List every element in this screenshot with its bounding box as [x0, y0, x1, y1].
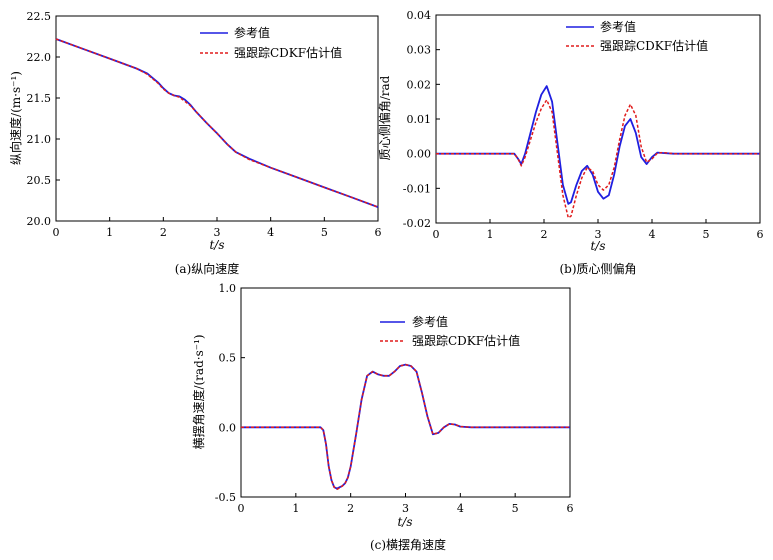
- panel-c-frame: [240, 287, 571, 498]
- y-tick-label: 0.01: [407, 113, 432, 126]
- panel-a-ylabel: 纵向速度/(m·s⁻¹): [8, 71, 23, 165]
- x-tick-label: 2: [347, 502, 354, 515]
- x-tick-label: 6: [757, 228, 764, 241]
- series-line-estimate: [436, 99, 760, 219]
- y-tick-label: -0.5: [215, 491, 236, 504]
- y-tick-label: 0.0: [219, 421, 237, 434]
- x-tick-label: 6: [567, 502, 574, 515]
- x-tick-label: 4: [649, 228, 656, 241]
- legend-a-label-estimate: 强跟踪CDKF估计值: [234, 45, 342, 60]
- panel-b-plot: [436, 85, 760, 219]
- panel-c-ylabel: 横摆角速度/(rad·s⁻¹): [191, 334, 206, 449]
- x-tick-label: 0: [53, 226, 60, 239]
- series-line-reference: [55, 38, 379, 208]
- x-tick-label: 0: [433, 228, 440, 241]
- y-tick-label: 22.5: [27, 10, 52, 23]
- panel-a-plot: [55, 38, 379, 208]
- y-tick-label: -0.02: [403, 217, 431, 230]
- panel-c-xlabel: t/s: [397, 515, 412, 529]
- x-tick-label: 3: [214, 226, 221, 239]
- panel-a: 0 1 2 3 4 5 6 20.0 20.5 21.0 21.5 22.0 22.5 t/s 纵向速度…: [8, 10, 382, 276]
- panel-c-ticks: 0 1 2 3 4 5 6 -0.5 0.0 0.5 1.0: [215, 282, 574, 515]
- panel-c: 0 1 2 3 4 5 6 -0.5 0.0 0.5 1.0 t/s 横摆角速度/(rad·s⁻¹)…: [191, 282, 574, 552]
- x-tick-label: 3: [595, 228, 602, 241]
- y-tick-label: 20.0: [27, 215, 52, 228]
- y-tick-label: 21.0: [27, 133, 52, 146]
- legend-c-label-reference: 参考值: [412, 314, 448, 329]
- x-tick-label: 5: [321, 226, 328, 239]
- legend-c-label-estimate: 强跟踪CDKF估计值: [412, 333, 520, 348]
- y-tick-label: 0.5: [219, 352, 237, 365]
- y-tick-label: 21.5: [27, 92, 52, 105]
- series-line-reference: [436, 85, 760, 205]
- y-tick-label: 0.03: [407, 44, 432, 57]
- x-tick-label: 2: [541, 228, 548, 241]
- y-tick-label: 0.04: [407, 9, 432, 22]
- x-tick-label: 5: [703, 228, 710, 241]
- y-tick-label: 1.0: [219, 282, 237, 295]
- y-tick-label: 0.02: [407, 78, 432, 91]
- panel-a-xlabel: t/s: [209, 238, 224, 252]
- legend-b-label-reference: 参考值: [600, 19, 636, 34]
- legend-b-label-estimate: 强跟踪CDKF估计值: [600, 38, 708, 53]
- y-tick-label: 0.00: [407, 148, 432, 161]
- y-tick-label: 20.5: [27, 174, 52, 187]
- panel-a-caption: (a)纵向速度: [175, 261, 240, 276]
- y-tick-label: -0.01: [403, 182, 431, 195]
- panel-c-caption: (c)横摆角速度: [370, 537, 446, 552]
- panel-b-ylabel: 质心侧偏角/rad: [377, 75, 392, 160]
- panel-c-axes: [240, 287, 571, 498]
- panel-b-xlabel: t/s: [590, 239, 605, 253]
- x-tick-label: 4: [267, 226, 274, 239]
- x-tick-label: 5: [512, 502, 519, 515]
- series-line-estimate: [55, 38, 379, 208]
- panel-b-caption: (b)质心侧偏角: [559, 261, 636, 276]
- panel-b-legend: 参考值 强跟踪CDKF估计值: [566, 19, 708, 53]
- panel-c-legend: 参考值 强跟踪CDKF估计值: [380, 314, 520, 348]
- x-tick-label: 0: [238, 502, 245, 515]
- legend-a-label-reference: 参考值: [234, 25, 270, 40]
- panel-b: 0 1 2 3 4 5 6 -0.02 -0.01 0.00 0.01 0.02 0.03 0.04 t/…: [377, 9, 764, 276]
- y-tick-label: 22.0: [27, 51, 52, 64]
- x-tick-label: 1: [292, 502, 299, 515]
- x-tick-label: 1: [106, 226, 113, 239]
- x-tick-label: 2: [160, 226, 167, 239]
- panel-a-ticks: 0 1 2 3 4 5 6 20.0 20.5 21.0 21.5 22.0 22.5: [27, 10, 382, 239]
- x-tick-label: 6: [375, 226, 382, 239]
- panel-c-plot: [241, 363, 570, 491]
- x-tick-label: 4: [457, 502, 464, 515]
- x-tick-label: 1: [487, 228, 494, 241]
- x-tick-label: 3: [402, 502, 409, 515]
- series-line-estimate: [241, 363, 570, 491]
- panel-a-legend: 参考值 强跟踪CDKF估计值: [200, 25, 342, 60]
- panel-b-ticks: 0 1 2 3 4 5 6 -0.02 -0.01 0.00 0.01 0.02 0.03 0.04: [403, 9, 764, 241]
